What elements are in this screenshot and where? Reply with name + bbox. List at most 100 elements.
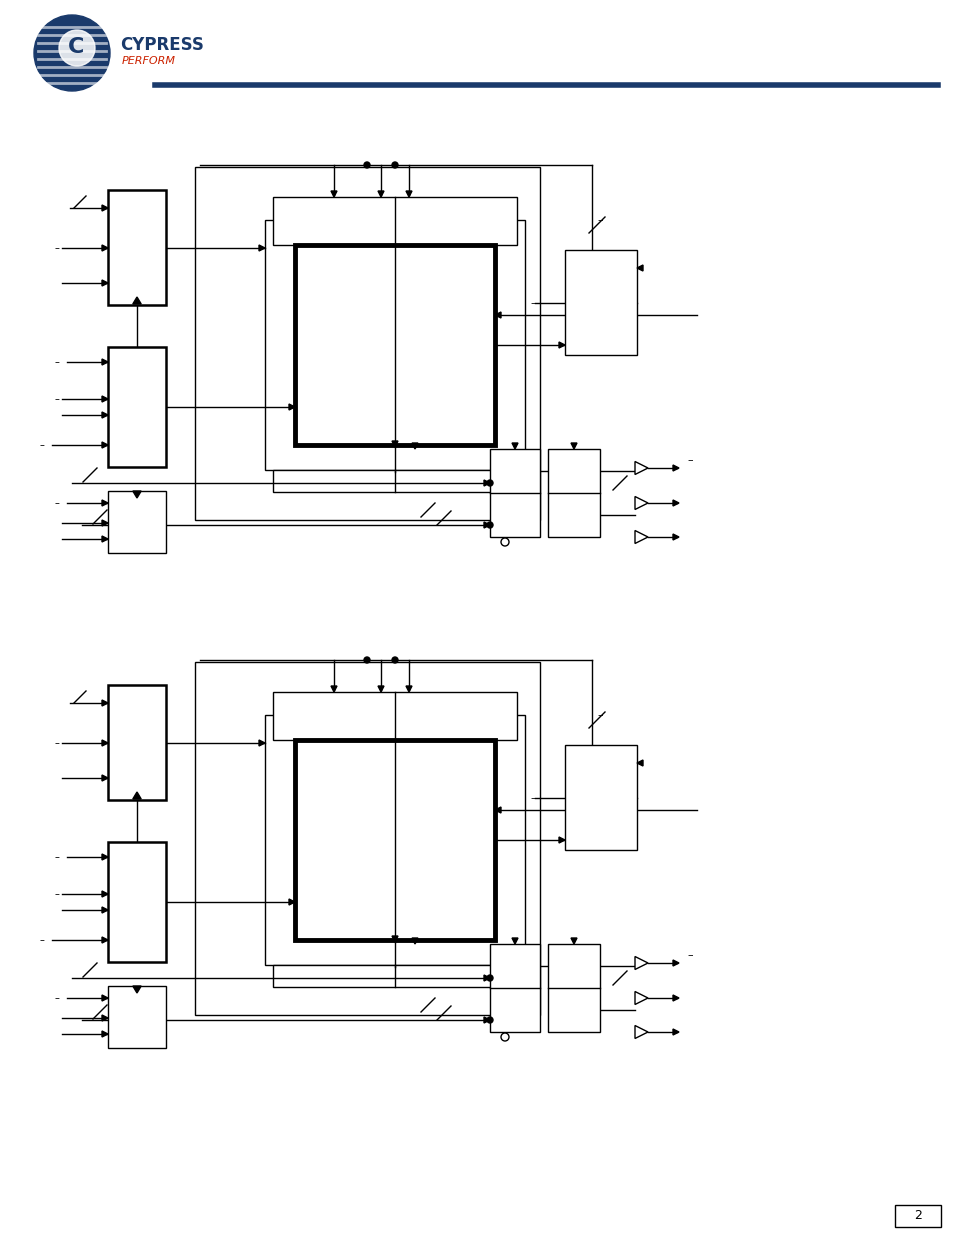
Polygon shape: [412, 443, 417, 450]
Bar: [294, 740, 495, 940]
Polygon shape: [672, 960, 679, 966]
Circle shape: [500, 538, 509, 546]
Polygon shape: [102, 937, 108, 944]
Bar: [490, 450, 539, 537]
Polygon shape: [258, 245, 265, 251]
Polygon shape: [102, 412, 108, 417]
Polygon shape: [102, 520, 108, 526]
Text: –: –: [597, 215, 602, 225]
Polygon shape: [102, 740, 108, 746]
Text: CYPRESS: CYPRESS: [120, 36, 204, 54]
Polygon shape: [672, 534, 679, 540]
Polygon shape: [512, 443, 517, 450]
Bar: [108, 842, 166, 962]
Bar: [564, 745, 637, 850]
Circle shape: [486, 522, 493, 529]
Polygon shape: [483, 1016, 490, 1023]
Polygon shape: [635, 1025, 647, 1039]
Text: –: –: [54, 852, 59, 862]
Polygon shape: [102, 536, 108, 542]
Circle shape: [364, 657, 370, 663]
Polygon shape: [672, 995, 679, 1002]
Polygon shape: [132, 296, 141, 304]
Bar: [894, 1205, 940, 1228]
Circle shape: [486, 480, 493, 487]
Polygon shape: [635, 462, 647, 474]
Polygon shape: [571, 443, 577, 450]
Text: –: –: [39, 935, 44, 945]
Text: 2: 2: [913, 1209, 921, 1223]
Polygon shape: [672, 466, 679, 471]
Text: –: –: [54, 889, 59, 899]
Polygon shape: [558, 342, 564, 348]
Circle shape: [392, 162, 397, 168]
Polygon shape: [289, 404, 294, 410]
Polygon shape: [258, 740, 265, 746]
Polygon shape: [558, 837, 564, 844]
Polygon shape: [102, 890, 108, 897]
Polygon shape: [102, 906, 108, 913]
Text: –: –: [597, 710, 602, 720]
Polygon shape: [483, 522, 490, 529]
Polygon shape: [377, 685, 384, 692]
Bar: [194, 662, 539, 1015]
Circle shape: [392, 657, 397, 663]
Polygon shape: [102, 1031, 108, 1037]
Polygon shape: [102, 500, 108, 506]
Bar: [265, 715, 524, 965]
Text: –: –: [39, 440, 44, 450]
Polygon shape: [495, 806, 500, 813]
Polygon shape: [637, 266, 642, 270]
Text: –: –: [54, 243, 59, 253]
Text: –: –: [686, 454, 692, 466]
Polygon shape: [331, 685, 336, 692]
Bar: [108, 492, 166, 553]
Polygon shape: [331, 191, 336, 198]
Polygon shape: [102, 995, 108, 1002]
Text: –: –: [54, 357, 59, 367]
Circle shape: [486, 974, 493, 981]
Polygon shape: [635, 956, 647, 969]
Text: –: –: [686, 950, 692, 960]
Polygon shape: [483, 480, 490, 487]
Bar: [108, 190, 166, 305]
Polygon shape: [637, 760, 642, 766]
Bar: [273, 471, 517, 492]
Polygon shape: [102, 776, 108, 781]
Circle shape: [34, 15, 110, 91]
Polygon shape: [102, 245, 108, 251]
Polygon shape: [635, 992, 647, 1004]
Polygon shape: [102, 1015, 108, 1021]
Polygon shape: [132, 986, 141, 993]
Circle shape: [500, 1032, 509, 1041]
Polygon shape: [102, 359, 108, 366]
Bar: [273, 198, 517, 245]
Polygon shape: [102, 442, 108, 448]
Text: –: –: [530, 793, 535, 803]
Polygon shape: [635, 531, 647, 543]
Bar: [108, 685, 166, 800]
Bar: [294, 245, 495, 445]
Polygon shape: [377, 191, 384, 198]
Polygon shape: [672, 1029, 679, 1035]
Polygon shape: [635, 496, 647, 510]
Polygon shape: [406, 191, 412, 198]
Polygon shape: [392, 936, 397, 942]
Bar: [273, 965, 517, 987]
Bar: [108, 347, 166, 467]
Polygon shape: [672, 500, 679, 506]
Polygon shape: [512, 939, 517, 944]
Polygon shape: [412, 939, 417, 944]
Bar: [564, 249, 637, 354]
Bar: [490, 944, 539, 1032]
Polygon shape: [132, 792, 141, 799]
Text: –: –: [54, 993, 59, 1003]
Bar: [273, 692, 517, 740]
Polygon shape: [392, 441, 397, 447]
Polygon shape: [102, 205, 108, 211]
Bar: [547, 944, 599, 1032]
Polygon shape: [102, 396, 108, 403]
Polygon shape: [571, 939, 577, 944]
Bar: [194, 167, 539, 520]
Polygon shape: [483, 974, 490, 981]
